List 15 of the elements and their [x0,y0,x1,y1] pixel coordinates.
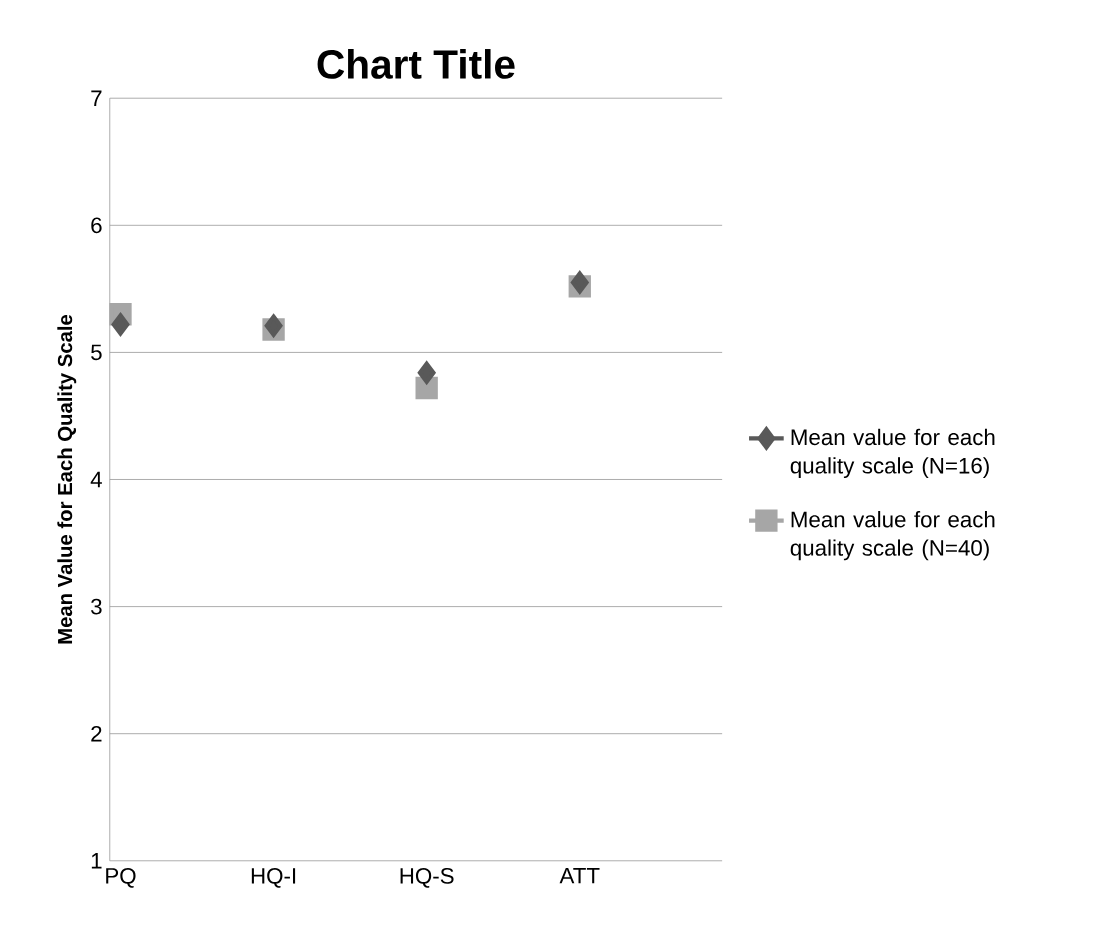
x-tick-label: HQ-S [400,868,454,888]
y-tick-label: 1 [91,853,102,869]
x-tick-label: HQ-I [251,868,296,888]
y-tick-label: 6 [91,217,102,234]
legend-label: Mean value for each quality scale (N=16) [790,428,995,479]
chart-title: Chart Title [317,49,515,79]
y-tick-label: 5 [91,344,102,361]
x-tick-label: PQ [106,868,136,888]
y-tick-label: 7 [91,90,102,106]
legend-label: Mean value for each quality scale (N=40) [790,511,995,561]
y-tick-label: 2 [91,725,102,742]
y-tick-label: 4 [90,471,102,488]
y-tick-label: 3 [91,598,102,615]
y-axis-title: Mean Value for Each Quality Scale [57,314,77,644]
x-tick-label: ATT [559,868,600,884]
